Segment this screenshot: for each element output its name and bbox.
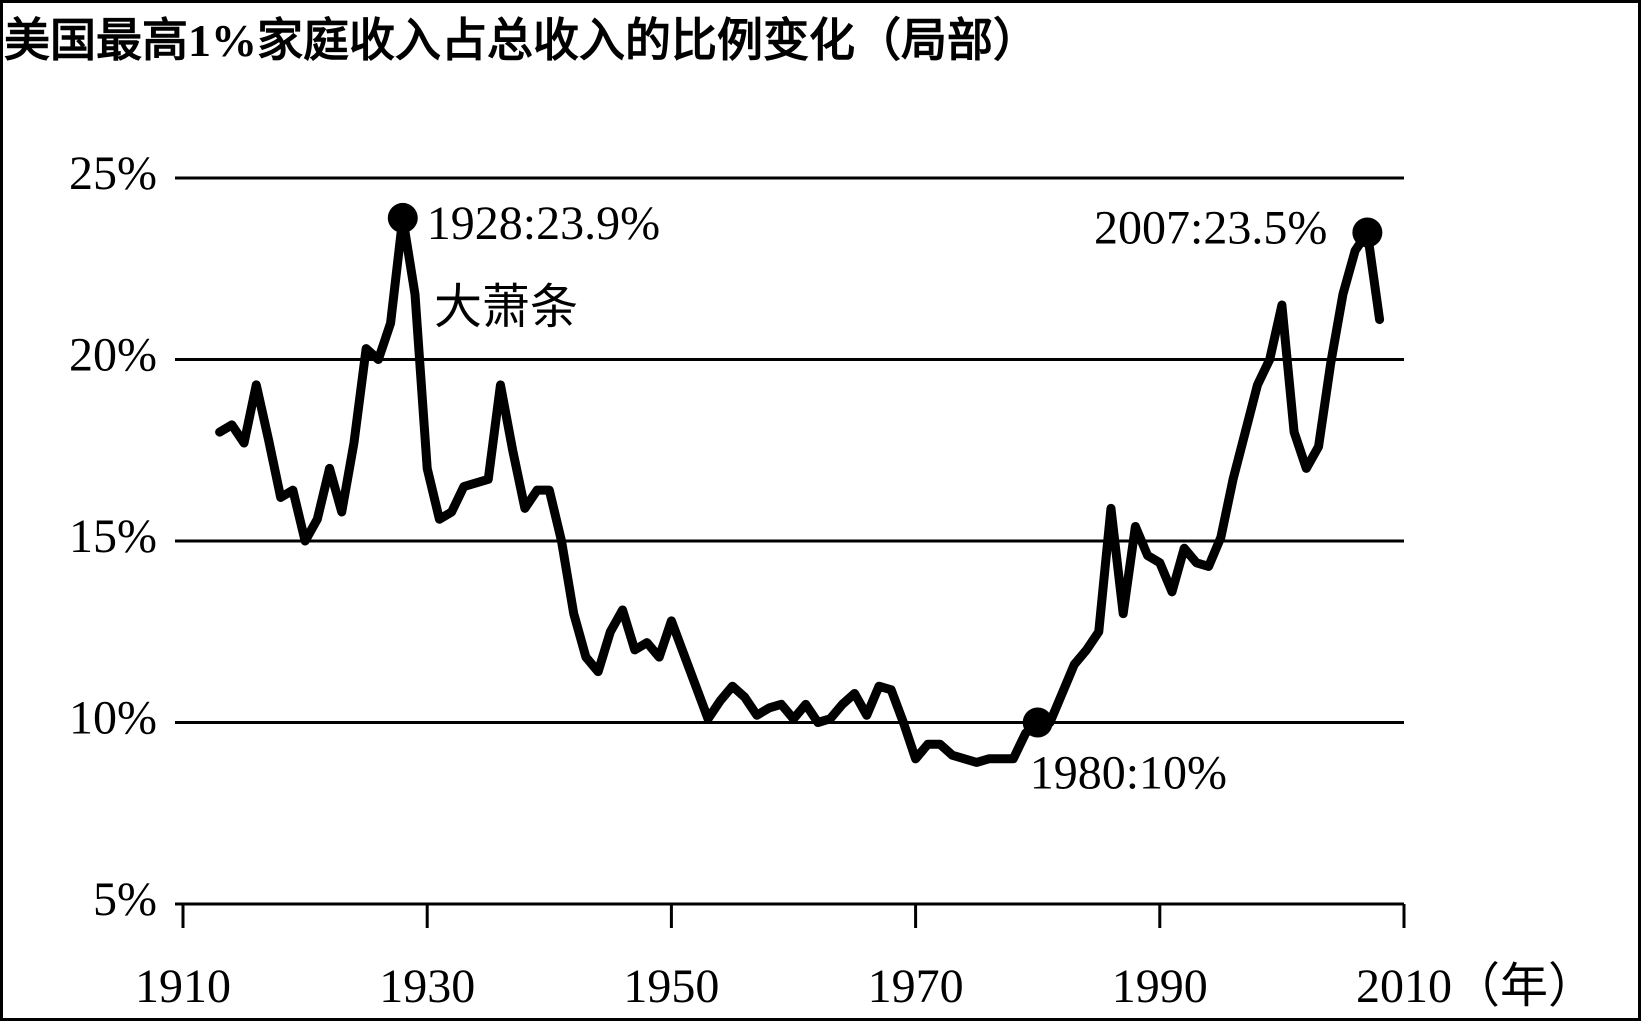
x-tick-label: 1970 (868, 960, 964, 1013)
y-tick-label: 20% (69, 329, 157, 382)
annotation: 1980:10% (1030, 747, 1227, 800)
highlight-point (1022, 707, 1053, 738)
y-tick-label: 5% (93, 873, 157, 926)
y-tick-label: 10% (69, 692, 157, 745)
y-tick-label: 25% (69, 147, 157, 200)
annotation: 1928:23.9% (427, 197, 660, 250)
x-axis-label: （年） (1452, 960, 1596, 1013)
x-tick-label: 1950 (623, 960, 719, 1013)
chart-title: 美国最高1%家庭收入占总收入的比例变化（局部） (4, 15, 1039, 66)
y-tick-label: 15% (69, 510, 157, 563)
highlight-point (1352, 217, 1383, 248)
line (215, 213, 1385, 767)
x-tick-label: 1910 (135, 960, 231, 1013)
note: 大萧条 (434, 281, 578, 334)
x-tick-label: 1990 (1112, 960, 1208, 1013)
highlight-point (387, 202, 418, 233)
annotation: 2007:23.5% (1094, 201, 1327, 254)
x-tick-label: 2010 (1356, 960, 1452, 1013)
x-tick-label: 1930 (379, 960, 475, 1013)
